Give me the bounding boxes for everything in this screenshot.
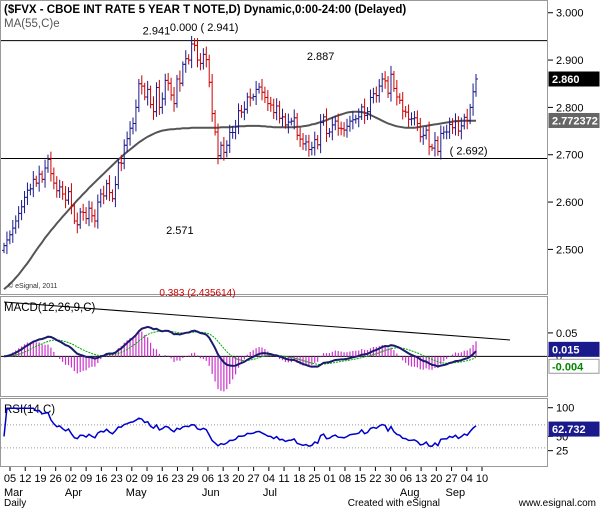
x-tick-label: 02 <box>65 473 77 485</box>
x-tick-label: 27 <box>247 473 259 485</box>
svg-text:2.860: 2.860 <box>552 74 580 86</box>
price-bar <box>474 74 478 97</box>
price-annotation: 0.383 (2.435614) <box>159 288 235 299</box>
svg-text:2.772372: 2.772372 <box>552 115 598 127</box>
x-tick-label: 10 <box>476 473 488 485</box>
x-tick-label: 05 <box>4 473 16 485</box>
x-tick-label: 13 <box>415 473 427 485</box>
rsi-title: RSI(14,C) <box>4 404 55 416</box>
x-tick-label: 13 <box>217 473 229 485</box>
price-annotation: 2.887 <box>307 51 335 63</box>
chart-title: ($FVX - CBOE INT RATE 5 YEAR T NOTE,D) D… <box>4 4 406 16</box>
svg-text:0.015: 0.015 <box>552 344 580 356</box>
macd-plot: MACD(12,26,9,C) 0.05 00.015 -0.004 <box>1 301 600 392</box>
footer-url: www.esignal.com <box>518 498 596 509</box>
x-tick-label: 06 <box>202 473 214 485</box>
price-reference-lines <box>1 40 547 160</box>
x-tick-label: 16 <box>95 473 107 485</box>
x-tick-label: 08 <box>339 473 351 485</box>
rsi-tick-label: 25 <box>556 446 568 458</box>
footer-left: Daily <box>4 498 26 509</box>
price-axis: 2.500 2.600 2.700 2.800 2.900 3.000 <box>548 8 584 256</box>
x-tick-label: 22 <box>369 473 381 485</box>
rsi-panel-frame <box>0 398 548 467</box>
price-tick-label: 2.800 <box>556 102 584 114</box>
x-month-label: May <box>126 487 147 499</box>
ma-value-label: 2.772372 <box>548 112 600 128</box>
x-tick-label: 15 <box>354 473 366 485</box>
x-tick-label: 29 <box>187 473 199 485</box>
price-tick-label: 2.600 <box>556 197 584 209</box>
price-annotation: ( 2.692) <box>450 146 488 158</box>
x-tick-label: 09 <box>141 473 153 485</box>
x-tick-label: 23 <box>171 473 183 485</box>
rsi-tick-label: 100 <box>556 403 574 415</box>
x-month-label: Sep <box>446 487 466 499</box>
x-tick-label: 23 <box>110 473 122 485</box>
price-tick-label: 3.000 <box>556 8 584 20</box>
price-annotation: 2.571 <box>166 225 194 237</box>
macd-tick-label: 0.05 <box>556 328 577 340</box>
ma-55-line <box>3 110 476 290</box>
x-tick-label: 27 <box>445 473 457 485</box>
x-tick-label: 06 <box>400 473 412 485</box>
x-tick-label: 02 <box>126 473 138 485</box>
x-tick-label: 04 <box>263 473 275 485</box>
x-tick-label: 30 <box>385 473 397 485</box>
x-month-label: Aug <box>400 487 420 499</box>
date-axis: 05 12 19 26 02 09 16 23 02 09 16 23 29 06 13 20 27 04 11 18… <box>4 467 488 499</box>
footer-credit: Created with eSignal <box>348 498 440 509</box>
price-panel-frame <box>0 0 548 295</box>
x-tick-label: 01 <box>324 473 336 485</box>
x-tick-label: 11 <box>278 473 289 485</box>
x-tick-label: 12 <box>19 473 31 485</box>
x-tick-label: 09 <box>80 473 92 485</box>
x-month-label: Apr <box>65 487 82 499</box>
price-annotation: © eSignal, 2011 <box>8 282 58 290</box>
x-month-label: Mar <box>4 487 23 499</box>
x-tick-label: 20 <box>232 473 244 485</box>
price-bars <box>2 35 478 255</box>
signal-value-label: -0.004 <box>548 358 600 374</box>
svg-text:62.732: 62.732 <box>552 424 586 436</box>
macd-line <box>3 325 477 368</box>
price-tick-label: 2.700 <box>556 150 584 162</box>
price-annotation: 2.941 <box>143 26 171 38</box>
rsi-line <box>3 407 477 448</box>
macd-title: MACD(12,26,9,C) <box>4 302 96 314</box>
price-annotations: 2.941 0.000 ( 2.941) 2.887 ( 2.692) 2.571 0.3… <box>8 22 600 299</box>
x-month-label: Jul <box>263 487 277 499</box>
x-tick-label: 16 <box>156 473 168 485</box>
price-annotation: 0.000 ( 2.941) <box>170 22 239 34</box>
macd-panel-frame <box>0 296 548 397</box>
x-tick-label: 19 <box>34 473 46 485</box>
x-tick-label: 20 <box>430 473 442 485</box>
macd-value-label: 0.015 <box>548 341 600 357</box>
ma-label: MA(55,C)e <box>4 18 60 30</box>
x-month-label: Jun <box>202 487 220 499</box>
price-tick-label: 2.500 <box>556 244 584 256</box>
x-tick-label: 25 <box>308 473 320 485</box>
macd-tick-label: 0 <box>556 351 562 363</box>
x-tick-label: 26 <box>50 473 62 485</box>
last-price-label: 2.860 <box>548 71 600 87</box>
moving-average-line <box>3 110 476 290</box>
price-tick-label: 2.900 <box>556 55 584 67</box>
rsi-value-label: 62.732 <box>548 421 600 437</box>
svg-text:-0.004: -0.004 <box>552 361 584 373</box>
x-tick-label: 04 <box>461 473 473 485</box>
macd-trend-line <box>3 301 511 341</box>
x-tick-label: 18 <box>293 473 305 485</box>
